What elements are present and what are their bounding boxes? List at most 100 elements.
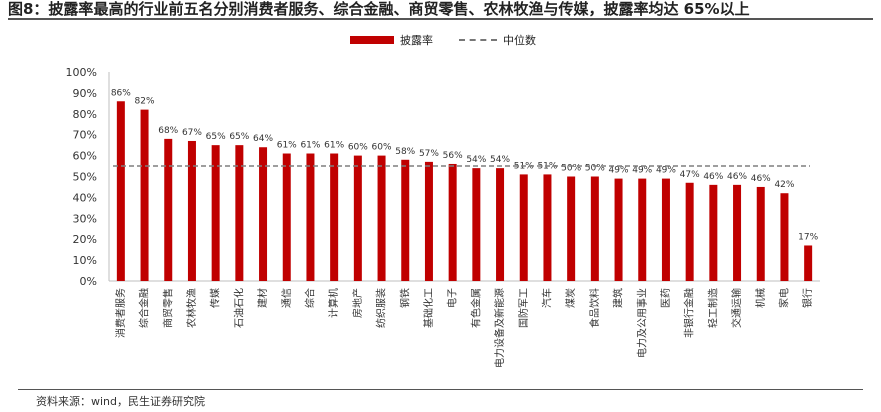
x-tick-label: 基础化工 <box>422 288 435 328</box>
footer-divider <box>18 389 863 390</box>
bar <box>638 178 647 281</box>
data-label: 50% <box>561 164 581 174</box>
bar <box>709 184 718 281</box>
y-tick-label: 30% <box>73 212 97 225</box>
bar <box>424 161 433 281</box>
data-label: 42% <box>774 180 794 190</box>
bar <box>614 178 623 281</box>
bar <box>211 145 220 281</box>
bar <box>661 178 670 281</box>
x-tick-label: 轻工制造 <box>706 288 719 328</box>
x-tick-label: 综合金融 <box>138 288 151 328</box>
x-tick-label: 食品饮料 <box>588 288 601 328</box>
data-label: 60% <box>348 143 368 153</box>
x-tick-label: 传媒 <box>210 288 222 308</box>
bar <box>685 182 694 281</box>
x-tick-label: 房地产 <box>351 288 364 318</box>
data-label: 61% <box>277 141 297 151</box>
y-tick-label: 70% <box>73 129 97 142</box>
x-tick-label: 银行 <box>801 288 814 308</box>
y-tick-label: 0% <box>80 275 97 288</box>
data-label: 57% <box>419 149 439 159</box>
y-tick-label: 10% <box>73 254 97 267</box>
data-label: 49% <box>632 166 652 176</box>
bar <box>448 163 457 281</box>
bar <box>780 193 789 281</box>
bar <box>140 109 149 282</box>
bar <box>377 155 386 281</box>
x-tick-label: 煤炭 <box>564 288 577 308</box>
x-tick-label: 有色金属 <box>469 288 482 328</box>
data-label: 17% <box>798 232 818 242</box>
x-tick-label: 汽车 <box>540 288 553 308</box>
x-tick-label: 机械 <box>754 288 767 308</box>
bar <box>590 176 599 281</box>
x-tick-label: 电子 <box>446 288 459 308</box>
data-label: 67% <box>182 128 202 138</box>
data-label: 49% <box>609 166 629 176</box>
bar <box>733 184 742 281</box>
data-label: 65% <box>206 132 226 142</box>
bar <box>282 153 291 281</box>
y-tick-label: 20% <box>73 233 97 246</box>
data-label: 61% <box>300 141 320 151</box>
bar <box>164 138 173 281</box>
data-label: 64% <box>253 134 273 144</box>
bar <box>472 168 481 281</box>
bar <box>235 145 244 281</box>
bar <box>567 176 576 281</box>
data-label: 47% <box>680 170 700 180</box>
x-tick-label: 通信 <box>281 288 293 308</box>
y-tick-label: 90% <box>73 87 97 100</box>
data-label: 49% <box>656 166 676 176</box>
y-tick-label: 100% <box>66 66 97 79</box>
x-tick-label: 电力设备及新能源 <box>493 288 506 368</box>
data-label: 58% <box>395 147 415 157</box>
x-tick-label: 医药 <box>660 288 672 308</box>
data-label: 82% <box>135 97 155 107</box>
data-label: 86% <box>111 88 131 98</box>
bar-chart: 0% 10% 20% 30% 40% 50% 60% 70% 80% 90% 100% 86% 消费者服… <box>66 66 820 368</box>
data-label: 46% <box>727 172 747 182</box>
x-tick-label: 石油石化 <box>232 288 245 328</box>
data-label: 65% <box>229 132 249 142</box>
x-tick-label: 消费者服务 <box>114 288 127 338</box>
bar <box>259 147 268 281</box>
bar <box>353 155 362 281</box>
legend-bar-swatch <box>350 36 394 44</box>
bar <box>519 174 528 281</box>
data-label: 54% <box>466 155 486 165</box>
legend-median-swatch <box>459 39 497 41</box>
y-tick-label: 50% <box>73 171 97 184</box>
bar <box>187 140 196 281</box>
data-label: 54% <box>490 155 510 165</box>
source-note: 资料来源：wind，民生证券研究院 <box>36 395 206 408</box>
y-tick-label: 80% <box>73 108 97 121</box>
x-tick-label: 钢铁 <box>398 288 411 308</box>
legend-median-label: 中位数 <box>503 34 536 47</box>
x-tick-label: 交通运输 <box>730 288 743 328</box>
bar <box>116 101 125 281</box>
data-label: 50% <box>585 164 605 174</box>
data-label: 46% <box>703 172 723 182</box>
bar <box>330 153 339 281</box>
x-tick-label: 农林牧渔 <box>185 288 198 328</box>
bar <box>804 245 813 281</box>
bar <box>496 168 505 281</box>
x-tick-label: 建材 <box>256 288 269 308</box>
x-tick-label: 电力及公用事业 <box>635 288 648 358</box>
bar <box>756 186 765 281</box>
x-tick-label: 商贸零售 <box>161 288 174 328</box>
data-label: 46% <box>751 174 771 184</box>
data-label: 68% <box>158 126 178 136</box>
y-tick-label: 40% <box>73 191 97 204</box>
x-tick-label: 建筑 <box>612 288 625 308</box>
bar <box>401 159 410 281</box>
x-tick-label: 家电 <box>777 288 790 308</box>
x-tick-label: 非银行金融 <box>683 288 696 338</box>
y-tick-label: 60% <box>73 150 97 163</box>
data-label: 60% <box>372 143 392 153</box>
bar <box>306 153 315 281</box>
x-tick-label: 计算机 <box>327 288 340 318</box>
x-tick-label: 纺织服装 <box>375 288 388 328</box>
